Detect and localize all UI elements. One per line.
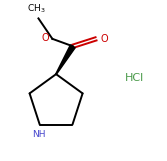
Text: CH$_3$: CH$_3$ [27, 2, 46, 15]
Text: O: O [41, 33, 49, 43]
Text: HCl: HCl [125, 73, 144, 83]
Polygon shape [56, 45, 75, 74]
Text: NH: NH [32, 130, 46, 139]
Text: O: O [101, 34, 108, 44]
